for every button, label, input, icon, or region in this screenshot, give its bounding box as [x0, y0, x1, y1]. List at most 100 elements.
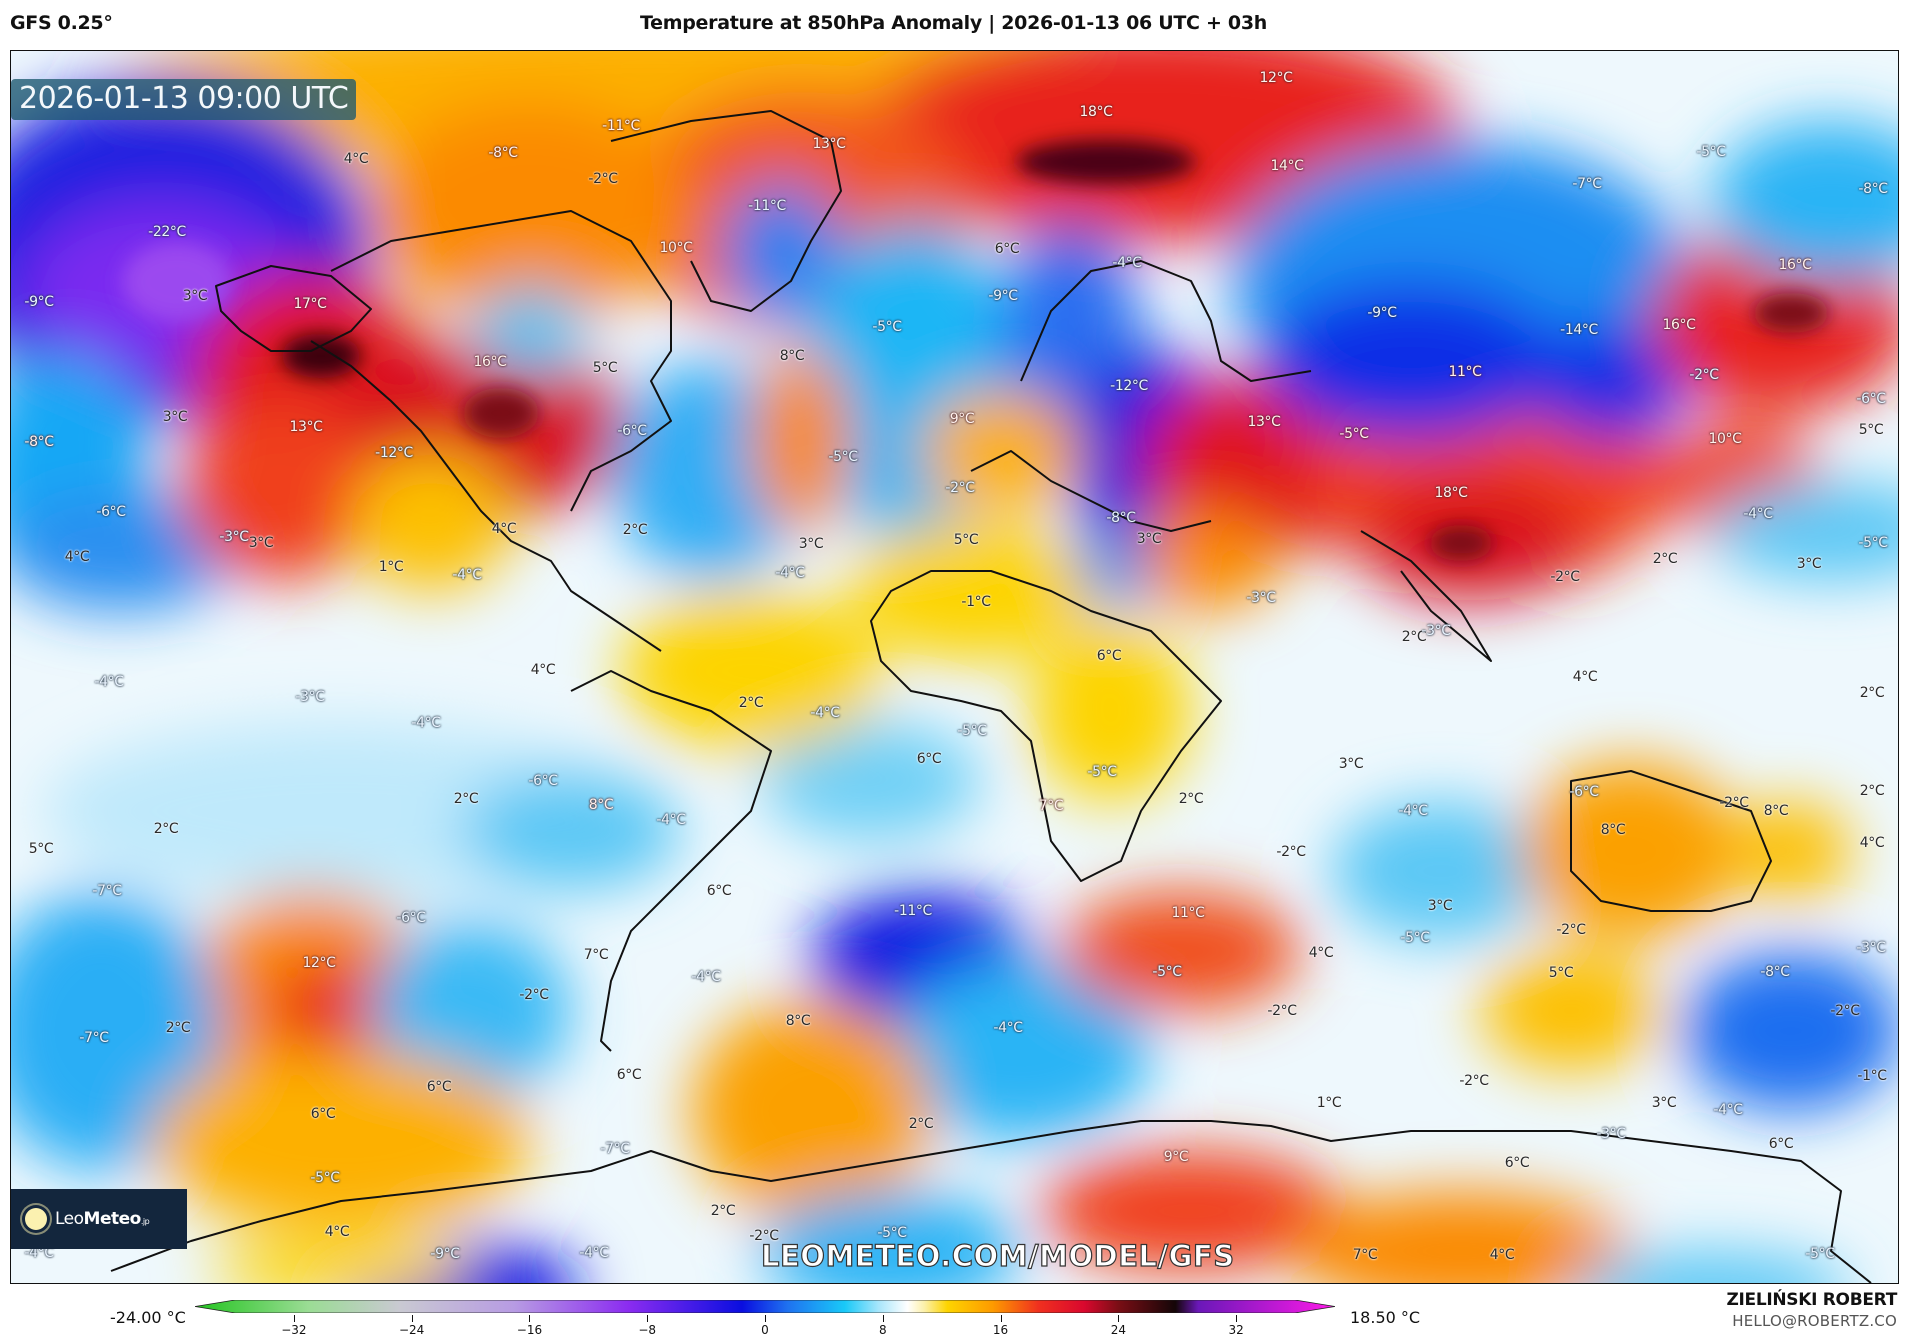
- temperature-label: -4°C: [24, 1245, 54, 1261]
- watermark-url: LEOMETEO.COM/MODEL/GFS: [760, 1238, 1235, 1273]
- chart-title: Temperature at 850hPa Anomaly | 2026-01-…: [640, 12, 1267, 34]
- colorbar-tick-label: 32: [1228, 1323, 1244, 1337]
- temperature-label: -11°C: [602, 118, 640, 134]
- temperature-label: 6°C: [916, 751, 942, 767]
- author-name: ZIELIŃSKI ROBERT: [1726, 1290, 1897, 1310]
- temperature-label: -1°C: [961, 594, 991, 610]
- temperature-label: -2°C: [1276, 844, 1306, 860]
- temperature-label: 4°C: [324, 1224, 350, 1240]
- colorbar-tick: [1236, 1315, 1238, 1322]
- temperature-label: -22°C: [148, 224, 186, 240]
- temperature-label: 14°C: [1270, 158, 1304, 174]
- temperature-label: -2°C: [1267, 1003, 1297, 1019]
- temperature-label: -4°C: [411, 715, 441, 731]
- temperature-label: 2°C: [153, 821, 179, 837]
- temperature-label: -2°C: [588, 171, 618, 187]
- colorbar-tick: [1118, 1315, 1120, 1322]
- model-label: GFS 0.25°: [10, 12, 113, 34]
- temperature-label: 6°C: [706, 883, 732, 899]
- temperature-label: -8°C: [24, 434, 54, 450]
- temperature-label: 11°C: [1448, 364, 1482, 380]
- temperature-label: 3°C: [162, 409, 188, 425]
- temperature-label: 3°C: [1651, 1095, 1677, 1111]
- temperature-label: -3°C: [295, 689, 325, 705]
- temperature-label: -4°C: [1112, 255, 1142, 271]
- colorbar-tick-label: −8: [638, 1323, 657, 1337]
- temperature-label: -4°C: [579, 1245, 609, 1261]
- temperature-anomaly-map[interactable]: 2026-01-13 09:00 UTC 4°C -8°C -11°C -2°C 13°…: [10, 50, 1899, 1284]
- temperature-label: -2°C: [1830, 1003, 1860, 1019]
- temperature-label: -3°C: [1421, 623, 1451, 639]
- colorbar-tick: [647, 1315, 649, 1322]
- temperature-label: -5°C: [1087, 764, 1117, 780]
- temperature-label: 16°C: [1662, 317, 1696, 333]
- temperature-label: 4°C: [1489, 1247, 1515, 1263]
- temperature-label: 4°C: [1572, 669, 1598, 685]
- colorbar-tick-label: −32: [281, 1323, 307, 1337]
- sun-icon: [25, 1208, 47, 1230]
- colorbar-tick: [529, 1315, 531, 1322]
- temperature-label: 3°C: [798, 536, 824, 552]
- temperature-label: -11°C: [748, 198, 786, 214]
- anomaly-field: [11, 51, 1898, 1283]
- temperature-label: -2°C: [945, 480, 975, 496]
- temperature-label: -7°C: [79, 1030, 109, 1046]
- temperature-label: 10°C: [659, 240, 693, 256]
- temperature-label: -5°C: [872, 319, 902, 335]
- colorbar-tick-label: 0: [761, 1323, 769, 1337]
- temperature-label: 3°C: [182, 288, 208, 304]
- temperature-label: -5°C: [1696, 144, 1726, 160]
- temperature-label: -5°C: [1339, 426, 1369, 442]
- temperature-label: -4°C: [452, 567, 482, 583]
- temperature-label: 4°C: [64, 549, 90, 565]
- temperature-label: -5°C: [310, 1170, 340, 1186]
- temperature-label: -9°C: [430, 1246, 460, 1262]
- temperature-label: -4°C: [94, 674, 124, 690]
- temperature-label: -4°C: [993, 1020, 1023, 1036]
- temperature-label: -4°C: [1743, 506, 1773, 522]
- temperature-label: 2°C: [1652, 551, 1678, 567]
- temperature-label: -5°C: [1152, 964, 1182, 980]
- temperature-label: 9°C: [1163, 1149, 1189, 1165]
- temperature-label: 7°C: [583, 947, 609, 963]
- colorbar-gradient: [195, 1300, 1335, 1313]
- temperature-label: -3°C: [219, 529, 249, 545]
- temperature-label: 2°C: [1859, 685, 1885, 701]
- temperature-label: 5°C: [1858, 422, 1884, 438]
- temperature-label: -5°C: [1858, 535, 1888, 551]
- colorbar-tick-label: −24: [398, 1323, 425, 1337]
- temperature-label: 3°C: [1338, 756, 1364, 772]
- colorbar-tick: [1000, 1315, 1002, 1322]
- temperature-label: -5°C: [1400, 930, 1430, 946]
- temperature-label: 6°C: [1096, 648, 1122, 664]
- temperature-label: 4°C: [530, 662, 556, 678]
- colorbar-tick: [293, 1315, 295, 1322]
- temperature-label: -4°C: [1713, 1102, 1743, 1118]
- temperature-label: 1°C: [1316, 1095, 1342, 1111]
- temperature-label: -9°C: [24, 294, 54, 310]
- temperature-label: 13°C: [289, 419, 323, 435]
- temperature-label: 16°C: [473, 354, 507, 370]
- colorbar-max-label: 18.50 °C: [1350, 1308, 1421, 1327]
- temperature-label: -6°C: [96, 504, 126, 520]
- temperature-label: 17°C: [293, 296, 327, 312]
- temperature-label: 6°C: [1768, 1136, 1794, 1152]
- temperature-label: -4°C: [691, 969, 721, 985]
- temperature-label: -6°C: [396, 910, 426, 926]
- temperature-label: -12°C: [375, 445, 413, 461]
- temperature-label: 3°C: [1427, 898, 1453, 914]
- temperature-label: 2°C: [1178, 791, 1204, 807]
- colorbar-min-label: -24.00 °C: [110, 1308, 186, 1327]
- temperature-label: -3°C: [1246, 590, 1276, 606]
- temperature-label: -4°C: [1398, 803, 1428, 819]
- temperature-label: 6°C: [1504, 1155, 1530, 1171]
- temperature-label: -4°C: [656, 812, 686, 828]
- temperature-label: -2°C: [519, 987, 549, 1003]
- temperature-label: -7°C: [92, 883, 122, 899]
- temperature-label: 12°C: [302, 955, 336, 971]
- temperature-label: -2°C: [1556, 922, 1586, 938]
- temperature-label: 6°C: [426, 1079, 452, 1095]
- temperature-label: -2°C: [1689, 367, 1719, 383]
- temperature-label: 18°C: [1079, 104, 1113, 120]
- temperature-label: 2°C: [908, 1116, 934, 1132]
